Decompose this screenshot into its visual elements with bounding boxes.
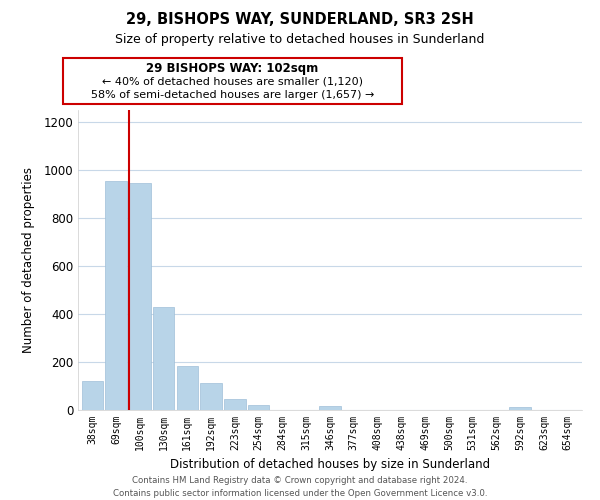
Text: Size of property relative to detached houses in Sunderland: Size of property relative to detached ho…: [115, 32, 485, 46]
Bar: [509, 407, 531, 410]
Text: ← 40% of detached houses are smaller (1,120): ← 40% of detached houses are smaller (1,…: [102, 77, 363, 87]
Bar: [129, 183, 151, 410]
Text: 29 BISHOPS WAY: 102sqm: 29 BISHOPS WAY: 102sqm: [146, 62, 319, 75]
X-axis label: Distribution of detached houses by size in Sunderland: Distribution of detached houses by size …: [170, 458, 490, 471]
Y-axis label: Number of detached properties: Number of detached properties: [22, 167, 35, 353]
Text: 29, BISHOPS WAY, SUNDERLAND, SR3 2SH: 29, BISHOPS WAY, SUNDERLAND, SR3 2SH: [126, 12, 474, 28]
Bar: [200, 383, 222, 410]
Bar: [248, 405, 269, 410]
Bar: [319, 406, 341, 410]
Bar: [153, 307, 174, 410]
Bar: [82, 381, 103, 410]
Text: Contains HM Land Registry data © Crown copyright and database right 2024.
Contai: Contains HM Land Registry data © Crown c…: [113, 476, 487, 498]
Text: 58% of semi-detached houses are larger (1,657) →: 58% of semi-detached houses are larger (…: [91, 90, 374, 100]
Bar: [106, 181, 127, 410]
Bar: [224, 398, 245, 410]
Bar: [176, 366, 198, 410]
